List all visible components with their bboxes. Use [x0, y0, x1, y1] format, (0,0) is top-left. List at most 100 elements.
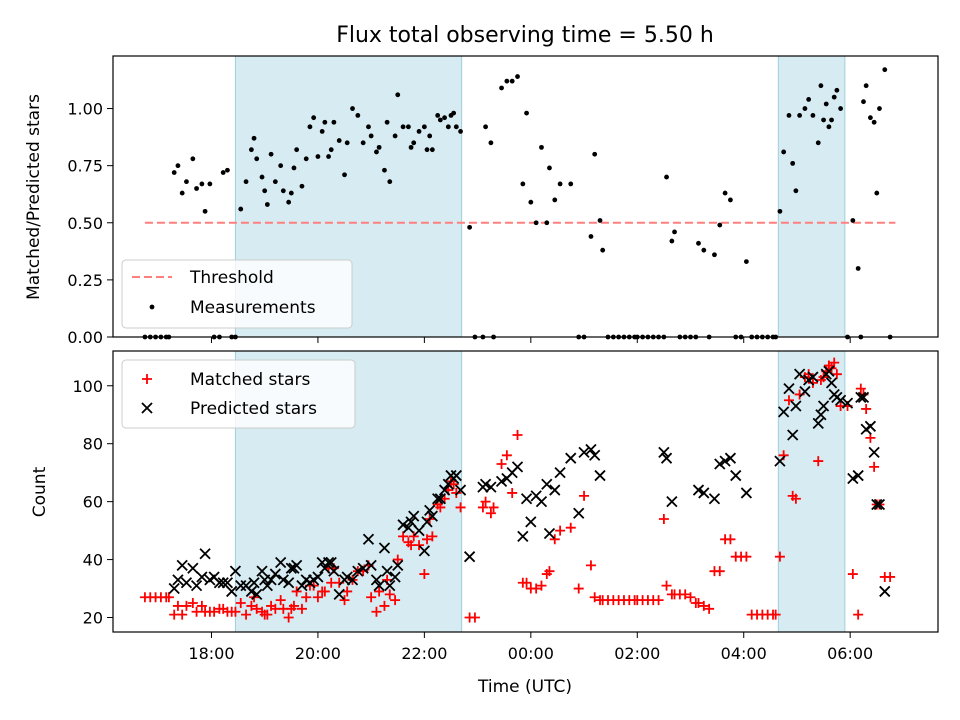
matched-star-marker: [288, 600, 299, 611]
predicted-star-marker: [454, 484, 467, 496]
predicted-star-marker: [871, 498, 883, 511]
measurement-point: [802, 106, 808, 111]
y-tick-label: 40: [83, 551, 103, 570]
measurement-point: [435, 112, 441, 118]
top-legend: Threshold Measurements: [121, 259, 353, 329]
matched-star-marker: [512, 430, 523, 441]
measurement-point: [243, 179, 249, 185]
predicted-star-marker: [864, 420, 877, 432]
x-axis-label: Time (UTC): [477, 677, 572, 697]
matched-star-marker: [521, 577, 532, 588]
predicted-star-marker: [235, 580, 247, 592]
matched-star-marker: [847, 569, 858, 580]
matched-star-marker: [831, 369, 842, 380]
y-tick-label: 0.75: [67, 157, 103, 176]
measurement-point: [524, 110, 529, 116]
predicted-star-marker: [196, 571, 208, 583]
measurement-point: [384, 119, 390, 125]
predicted-star-marker: [190, 580, 203, 592]
predicted-star-marker: [787, 429, 799, 441]
measurement-point: [672, 229, 677, 235]
predicted-star-marker: [852, 469, 864, 482]
predicted-star-marker: [740, 487, 753, 499]
top-shaded-intervals: [234, 56, 846, 337]
measurement-point: [220, 170, 226, 175]
measurement-point: [268, 151, 274, 157]
predicted-star-marker: [517, 530, 529, 543]
measurement-point: [184, 179, 189, 185]
measurement-point: [539, 144, 544, 150]
predicted-star-marker: [341, 571, 353, 583]
measurement-point: [568, 181, 574, 187]
predicted-star-marker: [585, 443, 597, 456]
predicted-star-marker: [873, 498, 886, 511]
bottom-y-axis-label: Count: [30, 466, 50, 517]
measurement-point: [411, 140, 417, 146]
measurement-point: [882, 67, 888, 73]
matched-star-marker: [312, 592, 323, 603]
measurement-point: [238, 206, 244, 212]
predicted-star-marker: [549, 484, 561, 496]
measurement-point: [528, 199, 534, 205]
matched-star-marker: [774, 551, 785, 562]
matched-star-marker: [398, 531, 409, 542]
predicted-star-marker: [495, 475, 508, 487]
measurement-point: [712, 252, 717, 258]
measurement-point: [392, 133, 398, 139]
measurement-point: [319, 128, 325, 134]
predicted-star-marker: [346, 574, 359, 586]
measurement-point: [408, 144, 414, 150]
predicted-star-marker: [812, 417, 824, 430]
predicted-star-marker: [815, 409, 827, 421]
y-tick-label: 0.25: [67, 271, 103, 290]
measurement-point: [777, 208, 783, 214]
matched-star-marker: [163, 592, 174, 603]
y-tick-label: 0.50: [67, 214, 103, 233]
measurement-point: [199, 181, 205, 187]
matched-star-marker: [366, 592, 377, 603]
measurement-point: [821, 117, 826, 123]
predicted-star-marker: [381, 565, 393, 577]
matched-star-marker: [661, 580, 672, 591]
x-tick-label: 22:00: [401, 644, 447, 663]
predicted-star-marker: [463, 551, 476, 563]
x-tick-label: 20:00: [295, 644, 341, 663]
measurement-point: [483, 124, 488, 130]
top-y-axis-label: Matched/Predicted stars: [24, 94, 44, 300]
matched-star-marker: [419, 569, 430, 580]
matched-star-marker: [379, 600, 390, 611]
predicted-star-marker: [434, 493, 446, 505]
predicted-star-marker: [783, 383, 795, 395]
matched-star-marker: [488, 502, 499, 513]
top-panel: Flux total observing time = 5.50 h 0.000…: [24, 23, 939, 347]
predicted-star-marker: [370, 574, 383, 586]
predicted-star-marker: [392, 559, 404, 572]
measurement-point: [504, 78, 510, 84]
legend-measurements-label: Measurements: [190, 298, 316, 318]
measurement-point: [272, 179, 278, 185]
matched-star-marker: [196, 600, 207, 611]
matched-star-marker: [589, 592, 600, 603]
y-tick-label: 100: [72, 377, 103, 396]
top-y-ticks: 0.00 0.25 0.50 0.75 1.00: [67, 100, 113, 347]
matched-star-marker: [549, 534, 560, 545]
legend-predicted-swatch: [141, 402, 153, 414]
measurement-point: [424, 147, 430, 153]
predicted-star-marker: [251, 588, 263, 600]
predicted-star-marker: [285, 562, 297, 574]
predicted-star-marker: [213, 577, 226, 589]
measurement-point: [328, 147, 334, 153]
matched-star-marker: [685, 592, 696, 603]
matched-star-marker: [319, 586, 330, 597]
measurement-point: [815, 140, 821, 146]
predicted-star-marker: [855, 391, 867, 403]
predicted-star-marker: [256, 565, 268, 577]
measurement-point: [202, 208, 208, 214]
predicted-star-marker: [405, 516, 417, 528]
matched-star-marker: [187, 598, 198, 609]
matched-star-marker: [191, 606, 202, 617]
predicted-star-marker: [373, 580, 385, 592]
matched-star-marker: [658, 514, 669, 525]
measurement-point: [171, 170, 177, 175]
measurement-point: [303, 156, 309, 162]
